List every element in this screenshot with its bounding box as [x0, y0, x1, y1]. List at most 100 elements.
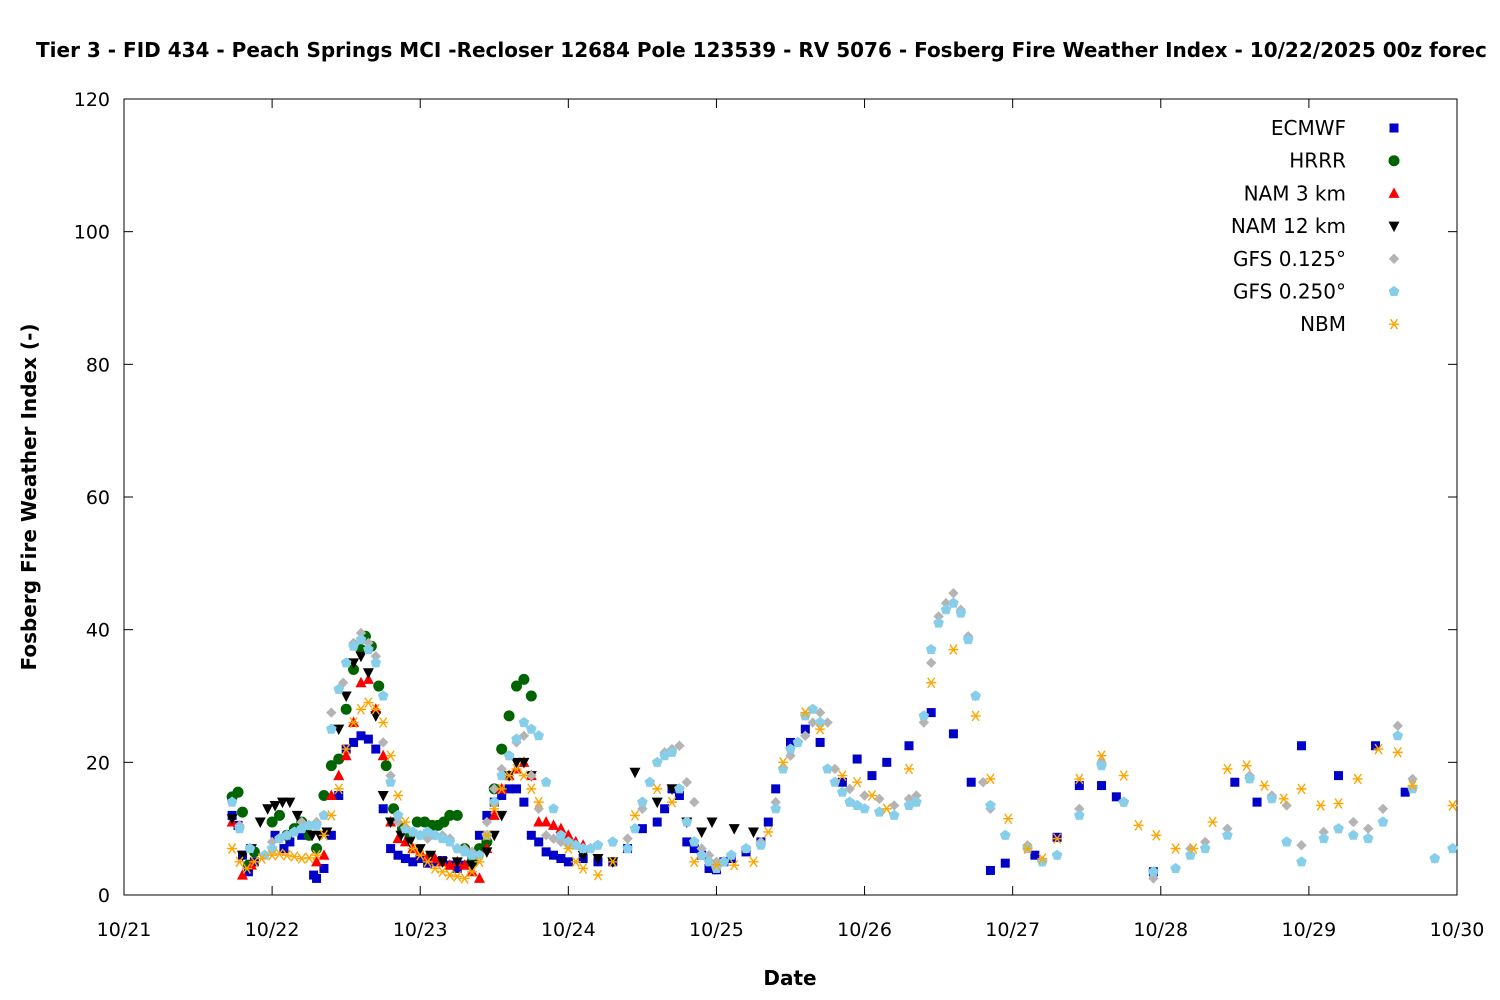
legend-label: GFS 0.125° [1233, 247, 1346, 271]
point-nbm [1352, 773, 1363, 785]
point-nam-12-km [728, 824, 740, 835]
point-gfs-0-125 [888, 800, 900, 811]
point-hrrr [236, 806, 248, 818]
point-nbm [422, 856, 433, 868]
point-nam-3-km [488, 809, 500, 820]
point-gfs-0-250 [659, 750, 670, 761]
legend-marker [1388, 253, 1400, 264]
point-nam-12-km [577, 850, 589, 862]
point-gfs-0-125 [829, 763, 841, 775]
point-ecmwf [482, 810, 492, 820]
point-nam-12-km [385, 817, 397, 829]
point-nbm [511, 763, 522, 775]
point-hrrr [525, 690, 537, 702]
point-nbm [629, 809, 640, 821]
point-nbm [363, 697, 374, 709]
point-gfs-0-250 [281, 829, 293, 840]
point-gfs-0-250 [1199, 843, 1211, 854]
point-nam-3-km [325, 789, 337, 800]
point-ecmwf [1334, 771, 1344, 781]
point-gfs-0-250 [392, 809, 404, 820]
point-nbm [1207, 816, 1218, 828]
point-nbm [467, 866, 478, 878]
point-nbm [926, 677, 937, 689]
point-nbm [1133, 819, 1144, 831]
point-nam-12-km [747, 827, 759, 838]
legend-marker [1388, 285, 1400, 296]
point-hrrr [325, 760, 337, 772]
point-gfs-0-250 [955, 607, 967, 618]
series-nbm [227, 644, 1458, 884]
point-nbm [881, 803, 892, 815]
point-gfs-0-250 [266, 843, 278, 854]
point-nam-12-km [451, 857, 463, 868]
point-gfs-0-250 [777, 763, 789, 774]
point-nbm [241, 863, 252, 874]
point-gfs-0-250 [970, 690, 981, 701]
point-gfs-0-125 [859, 790, 870, 801]
point-ecmwf [415, 854, 425, 864]
point-gfs-0-250 [644, 776, 656, 787]
point-nbm [985, 773, 996, 785]
point-ecmwf [319, 863, 329, 873]
point-ecmwf [1000, 858, 1010, 868]
point-nam-12-km [284, 797, 296, 809]
point-nam-12-km [236, 850, 248, 862]
point-gfs-0-250 [355, 634, 367, 645]
point-hrrr [503, 710, 515, 722]
point-gfs-0-125 [940, 597, 952, 609]
point-gfs-0-250 [311, 819, 322, 830]
point-nam-12-km [321, 827, 333, 838]
point-gfs-0-250 [496, 770, 507, 781]
point-nam-3-km [333, 769, 345, 781]
point-nam-3-km [340, 749, 352, 761]
point-hrrr [510, 680, 522, 692]
point-nbm [1037, 853, 1048, 864]
point-nbm [729, 859, 740, 871]
x-tick-label: 10/21 [97, 919, 152, 941]
point-gfs-0-125 [377, 737, 389, 748]
point-gfs-0-125 [481, 816, 493, 828]
point-gfs-0-125 [355, 627, 367, 639]
point-nbm [430, 863, 441, 874]
point-gfs-0-250 [1392, 730, 1404, 741]
point-gfs-0-250 [318, 809, 330, 820]
point-gfs-0-250 [1244, 773, 1255, 784]
legend: ECMWF HRRR NAM 3 km NAM 12 km GFS 0.125° GFS … [1231, 116, 1400, 336]
point-gfs-0-250 [755, 839, 767, 850]
point-gfs-0-125 [807, 717, 818, 728]
point-nbm [318, 829, 329, 841]
point-nbm [948, 644, 959, 655]
point-nbm [459, 873, 470, 884]
x-tick-label: 10/26 [837, 919, 892, 941]
point-ecmwf [563, 857, 573, 867]
point-nbm [1447, 800, 1458, 811]
point-nam-12-km [355, 651, 367, 663]
point-ecmwf [511, 784, 521, 794]
point-ecmwf [556, 854, 566, 864]
point-gfs-0-250 [577, 843, 589, 854]
point-ecmwf [1296, 741, 1306, 751]
point-nam-12-km [706, 817, 718, 829]
point-nbm [1392, 746, 1403, 758]
point-gfs-0-250 [999, 829, 1011, 840]
point-ecmwf [800, 724, 810, 734]
point-gfs-0-125 [1148, 873, 1159, 884]
point-gfs-0-250 [518, 716, 530, 728]
point-nbm [1096, 750, 1107, 762]
point-nam-12-km [629, 767, 641, 779]
point-gfs-0-250 [607, 836, 619, 847]
point-nam-3-km [377, 749, 389, 761]
chart-title: Tier 3 - FID 434 - Peach Springs MCI -Re… [36, 38, 1487, 62]
point-gfs-0-250 [1296, 856, 1307, 867]
point-nbm [1188, 843, 1199, 854]
point-nam-12-km [226, 814, 238, 825]
point-nbm [385, 750, 396, 762]
point-ecmwf [852, 754, 862, 764]
point-nam-3-km [533, 816, 545, 827]
point-gfs-0-250 [651, 756, 663, 767]
point-gfs-0-250 [822, 763, 833, 774]
legend-marker [1388, 155, 1400, 167]
point-gfs-0-250 [1377, 816, 1389, 827]
point-gfs-0-125 [518, 730, 530, 741]
